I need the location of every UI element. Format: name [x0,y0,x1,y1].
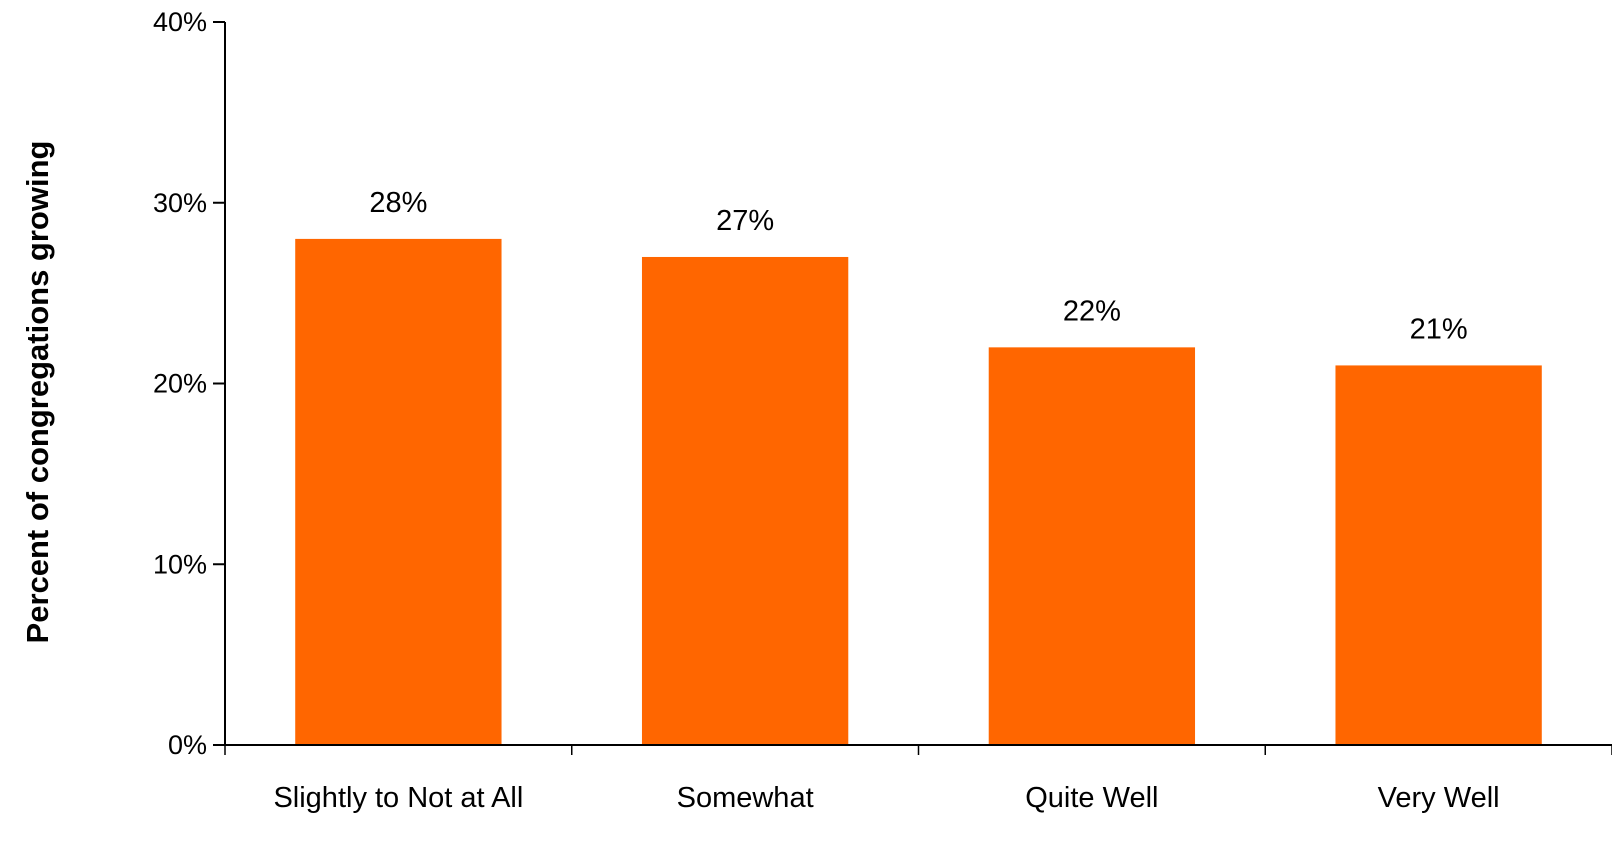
x-category-label: Quite Well [1025,782,1158,814]
y-tick-label: 10% [153,549,207,579]
y-tick-label: 0% [168,730,207,760]
data-label: 22% [1063,295,1121,327]
x-axis: Slightly to Not at All Somewhat Quite Well… [224,744,1612,814]
y-tick-label: 30% [153,188,207,218]
bar [1335,365,1542,745]
y-axis-title: Percent of congregations growing [20,141,55,644]
x-category-label: Very Well [1378,782,1500,814]
y-tick-label: 40% [153,7,207,37]
data-labels-group: 28% 27% 22% 21% [369,187,1467,346]
bars-group [295,238,1542,745]
y-tick-label: 20% [153,369,207,399]
data-label: 21% [1410,313,1468,345]
x-category-label: Somewhat [677,782,814,814]
bar [295,238,502,745]
bar [988,347,1196,745]
y-axis: 0% 10% 20% 30% 40% [153,7,226,760]
data-label: 27% [716,205,774,237]
bar [641,256,849,745]
x-category-label: Slightly to Not at All [273,782,523,814]
y-axis-title-group: Percent of congregations growing [20,141,55,644]
data-label: 28% [369,187,427,219]
